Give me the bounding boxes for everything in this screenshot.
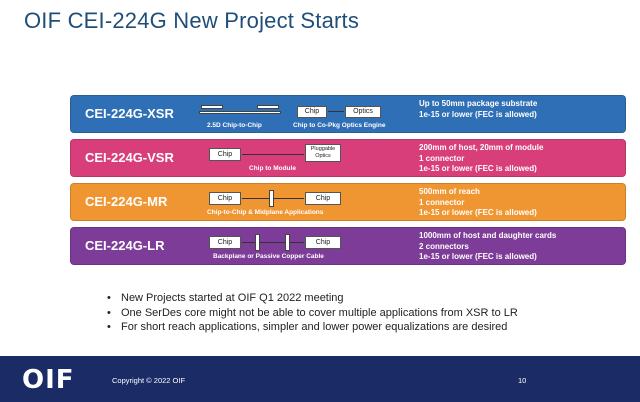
band-desc-lr: 1000mm of host and daughter cards 2 conn… [419, 231, 557, 261]
box-chip: Chip [209, 148, 241, 161]
caption-chip-to-module: Chip to Module [249, 165, 296, 172]
diagram-mr: Chip Chip Chip-to-Chip & Midplane Applic… [197, 184, 417, 222]
bullet-item: New Projects started at OIF Q1 2022 meet… [105, 291, 518, 306]
connector-1 [255, 234, 260, 251]
connector-2 [285, 234, 290, 251]
die-right [257, 105, 279, 109]
box-chip: Chip [297, 106, 327, 118]
box-chip-left: Chip [209, 192, 241, 205]
caption-midplane: Chip-to-Chip & Midplane Applications [207, 209, 324, 216]
band-desc-xsr: Up to 50mm package substrate 1e-15 or lo… [419, 99, 538, 119]
band-desc-mr: 500mm of reach 1 connector 1e-15 or lowe… [419, 187, 537, 217]
oif-logo: OIF [22, 365, 75, 395]
bullet-item: For short reach applications, simpler an… [105, 320, 518, 335]
bullet-list: New Projects started at OIF Q1 2022 meet… [105, 291, 518, 335]
page-title: OIF CEI-224G New Project Starts [24, 8, 360, 33]
link-line [242, 154, 304, 155]
box-chip-left: Chip [209, 236, 241, 249]
box-pluggable-optics: Pluggable Optics [305, 144, 341, 162]
link-line [242, 242, 304, 243]
midplane-connector [269, 190, 274, 207]
footer-bar: OIF Copyright © 2022 OIF 10 [0, 356, 640, 402]
box-optics: Optics [345, 106, 381, 118]
band-name-vsr: CEI-224G-VSR [85, 150, 174, 165]
box-chip-right: Chip [305, 236, 341, 249]
diagram-xsr: 2.5D Chip-to-Chip Chip Optics Chip to Co… [197, 96, 417, 134]
band-mr: CEI-224G-MR Chip Chip Chip-to-Chip & Mid… [70, 183, 626, 221]
copyright-text: Copyright © 2022 OIF [112, 376, 186, 385]
page-number: 10 [518, 376, 527, 385]
band-vsr: CEI-224G-VSR Chip Pluggable Optics Chip … [70, 139, 626, 177]
band-desc-vsr: 200mm of host, 20mm of module 1 connecto… [419, 143, 544, 173]
caption-backplane: Backplane or Passive Copper Cable [213, 253, 324, 260]
band-name-mr: CEI-224G-MR [85, 194, 168, 209]
diagram-vsr: Chip Pluggable Optics Chip to Module [197, 140, 417, 178]
band-name-xsr: CEI-224G-XSR [85, 106, 174, 121]
band-lr: CEI-224G-LR Chip Chip Backplane or Passi… [70, 227, 626, 265]
box-chip-right: Chip [305, 192, 341, 205]
caption-co-pkg: Chip to Co-Pkg Optics Engine [293, 122, 386, 129]
substrate-bar [199, 111, 281, 114]
band-name-lr: CEI-224G-LR [85, 238, 165, 253]
link-line [328, 111, 344, 112]
die-left [201, 105, 223, 109]
diagram-lr: Chip Chip Backplane or Passive Copper Ca… [197, 228, 417, 266]
caption-chip-to-chip: 2.5D Chip-to-Chip [207, 122, 262, 129]
bullet-item: One SerDes core might not be able to cov… [105, 306, 518, 321]
band-xsr: CEI-224G-XSR 2.5D Chip-to-Chip Chip Opti… [70, 95, 626, 133]
